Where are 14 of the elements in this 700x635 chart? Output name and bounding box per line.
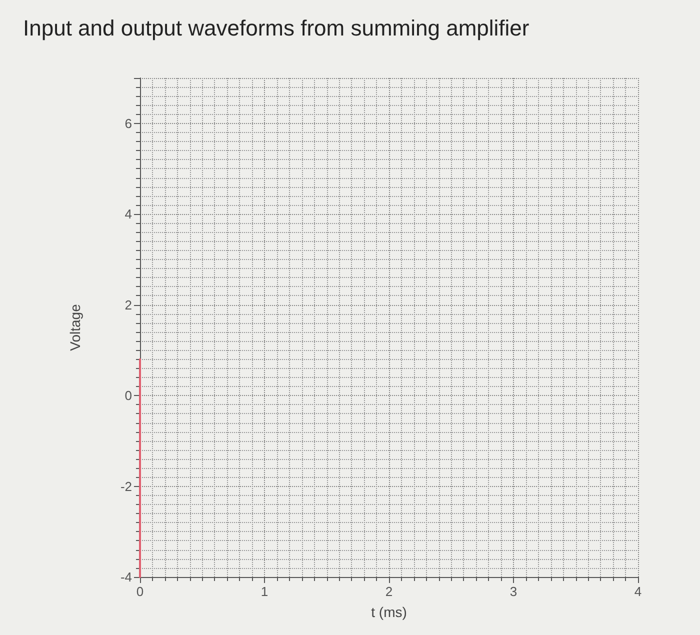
y-tick-label: 6	[124, 116, 132, 131]
y-tick-label: -2	[120, 478, 132, 494]
x-tick-label: 0	[136, 584, 144, 599]
x-tick-label: 1	[260, 584, 268, 599]
y-tick-label: 4	[124, 206, 132, 222]
y-axis-title: Voltage	[67, 304, 83, 351]
x-tick-label: 2	[385, 584, 393, 599]
y-tick-label: 2	[124, 297, 132, 312]
y-tick-label: -4	[120, 570, 132, 584]
x-axis-title: t (ms)	[371, 604, 407, 620]
chart-title: Input and output waveforms from summing amplifier	[23, 16, 530, 40]
y-tick-label: 0	[124, 388, 132, 404]
x-tick-label: 4	[634, 584, 642, 599]
x-tick-label: 3	[510, 584, 518, 599]
